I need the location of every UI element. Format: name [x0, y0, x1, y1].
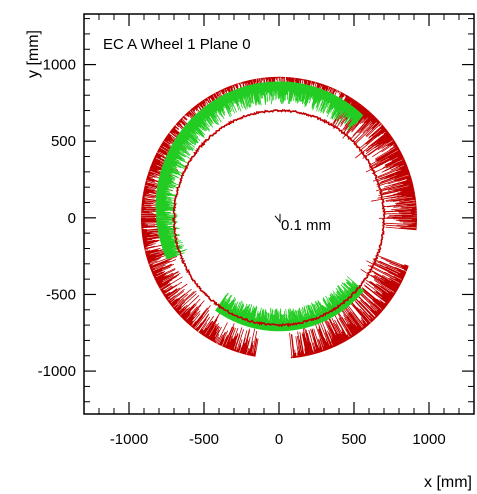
x-tick-label: -500	[189, 431, 219, 448]
y-axis-label: y [mm]	[25, 30, 42, 78]
series-outer-red	[140, 76, 418, 359]
axes: -1000 -500 0 500 1000 -1000 -500 0 500 1000	[38, 13, 475, 448]
y-tick-label: 0	[68, 210, 76, 227]
y-tick-label: 1000	[43, 57, 76, 74]
x-tick-label: 0	[275, 431, 283, 448]
data-layer	[140, 76, 418, 359]
y-tick-label: -500	[46, 286, 76, 303]
x-tick-label: 1000	[412, 431, 445, 448]
series-green	[155, 81, 365, 332]
chart-title: EC A Wheel 1 Plane 0	[103, 36, 251, 53]
x-tick-label: -1000	[110, 431, 148, 448]
y-tick-label: -1000	[38, 363, 76, 380]
x-axis-label: x [mm]	[424, 474, 472, 491]
annotation-arrow	[274, 213, 281, 224]
series-inner-ring	[171, 108, 386, 328]
x-tick-label: 500	[341, 431, 366, 448]
annotation-text: 0.1 mm	[281, 217, 331, 234]
y-tick-label: 500	[51, 133, 76, 150]
